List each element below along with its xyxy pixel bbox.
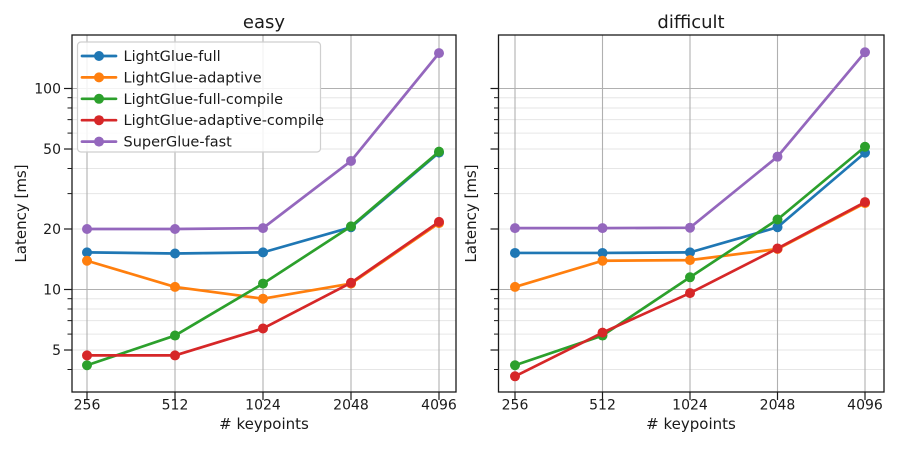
series-SuperGlue-fast [82,48,444,234]
data-point-marker [685,255,695,266]
legend-label: LightGlue-adaptive [124,70,262,86]
y-tick-label: 5 [52,343,61,359]
panel-difficult-title: difficult [657,12,724,33]
data-point-marker [772,151,783,162]
legend-label: LightGlue-adaptive-compile [124,113,325,129]
data-point-marker [82,360,92,371]
data-point-marker [82,350,92,361]
x-tick-label: 256 [502,398,529,414]
data-point-marker [597,255,608,266]
legend-label: SuperGlue-fast [124,135,233,151]
legend-marker [94,115,104,126]
data-point-marker [170,281,180,292]
data-point-marker [860,47,870,58]
data-point-marker [170,330,180,341]
x-tick-label: 1024 [672,398,708,414]
panel-easy-title: easy [243,12,285,33]
data-point-marker [772,222,783,233]
x-tick-label: 2048 [760,398,796,414]
x-tick-label: 4096 [847,398,883,414]
y-tick-label: 10 [43,283,61,299]
data-point-marker [685,272,695,283]
legend-entry-LightGlue-full-compile: LightGlue-full-compile [80,92,284,108]
legend-marker [94,51,104,61]
data-point-marker [434,216,444,227]
data-point-marker [860,197,870,208]
y-tick-label: 50 [43,142,61,158]
legend-entry-LightGlue-adaptive: LightGlue-adaptive [80,70,262,86]
x-tick-label: 4096 [421,398,457,414]
data-point-marker [860,141,870,152]
panel-difficult: 256 512 1024 2048 4096 [490,34,885,414]
legend-marker [94,93,104,104]
data-point-marker [597,247,608,258]
grid-major [498,35,884,392]
data-point-marker [170,248,180,259]
y-tick-label: 100 [34,82,61,98]
data-point-marker [258,278,268,289]
data-point-marker [258,293,268,304]
series-SuperGlue-fast [510,47,870,234]
x-tick-label: 512 [589,398,616,414]
data-point-marker [685,222,695,233]
axes-frame [497,34,885,393]
data-point-marker [772,243,783,254]
ticks: 256 512 1024 2048 4096 [490,87,883,414]
data-point-marker [258,247,268,258]
data-point-marker [170,350,180,361]
ticks: 5 10 20 50 100 256 512 1024 2048 4096 [34,82,457,414]
data-point-marker [597,327,608,338]
data-point-marker [434,48,444,59]
data-point-marker [597,223,608,234]
panel-easy: 5 10 20 50 100 256 512 1024 2048 4096 LightGlue-fu… [34,34,457,414]
legend-label: LightGlue-full-compile [124,92,284,108]
data-point-marker [346,155,356,166]
data-point-marker [510,281,520,292]
series-LightGlue-full [510,147,870,258]
data-point-marker [346,277,356,288]
panel-difficult-ylabel: Latency [ms] [462,164,480,262]
legend-marker [94,136,104,147]
figure-labels: easy difficult # keypoints # keypoints L… [12,12,736,433]
x-tick-label: 1024 [245,398,281,414]
series-LightGlue-adaptive-compile [510,197,870,382]
data-point-marker [346,221,356,232]
plot-root: 5 10 20 50 100 256 512 1024 2048 4096 LightGlue-fu… [34,34,885,414]
data-point-marker [82,223,92,234]
x-tick-label: 512 [162,398,189,414]
legend-marker [94,72,104,83]
data-point-marker [685,288,695,299]
panel-difficult-xlabel: # keypoints [646,415,736,433]
x-tick-label: 256 [74,398,101,414]
legend: LightGlue-full LightGlue-adaptive LightGlu… [76,41,325,153]
data-point-marker [510,360,520,371]
data-point-marker [772,214,783,225]
data-point-marker [510,371,520,382]
series-LightGlue-full-compile [82,146,444,371]
legend-entry-LightGlue-full: LightGlue-full [80,49,221,65]
data-point-marker [82,255,92,266]
data-point-marker [258,323,268,334]
data-point-marker [510,223,520,234]
panel-easy-ylabel: Latency [ms] [12,164,30,262]
data-point-marker [82,247,92,258]
data-point-marker [258,223,268,234]
series-LightGlue-adaptive-compile [82,216,444,361]
grid-minor [498,97,884,370]
legend-entry-LightGlue-adaptive-compile: LightGlue-adaptive-compile [80,113,325,129]
x-tick-label: 2048 [333,398,369,414]
panel-easy-xlabel: # keypoints [219,415,309,433]
y-tick-label: 20 [43,222,61,238]
legend-box [76,41,322,153]
legend-label: LightGlue-full [124,49,221,65]
data-point-marker [510,247,520,258]
legend-entry-SuperGlue-fast: SuperGlue-fast [80,135,233,151]
data-point-marker [434,146,444,157]
data-point-marker [685,247,695,258]
axes-frame [71,34,457,393]
data-point-marker [170,223,180,234]
